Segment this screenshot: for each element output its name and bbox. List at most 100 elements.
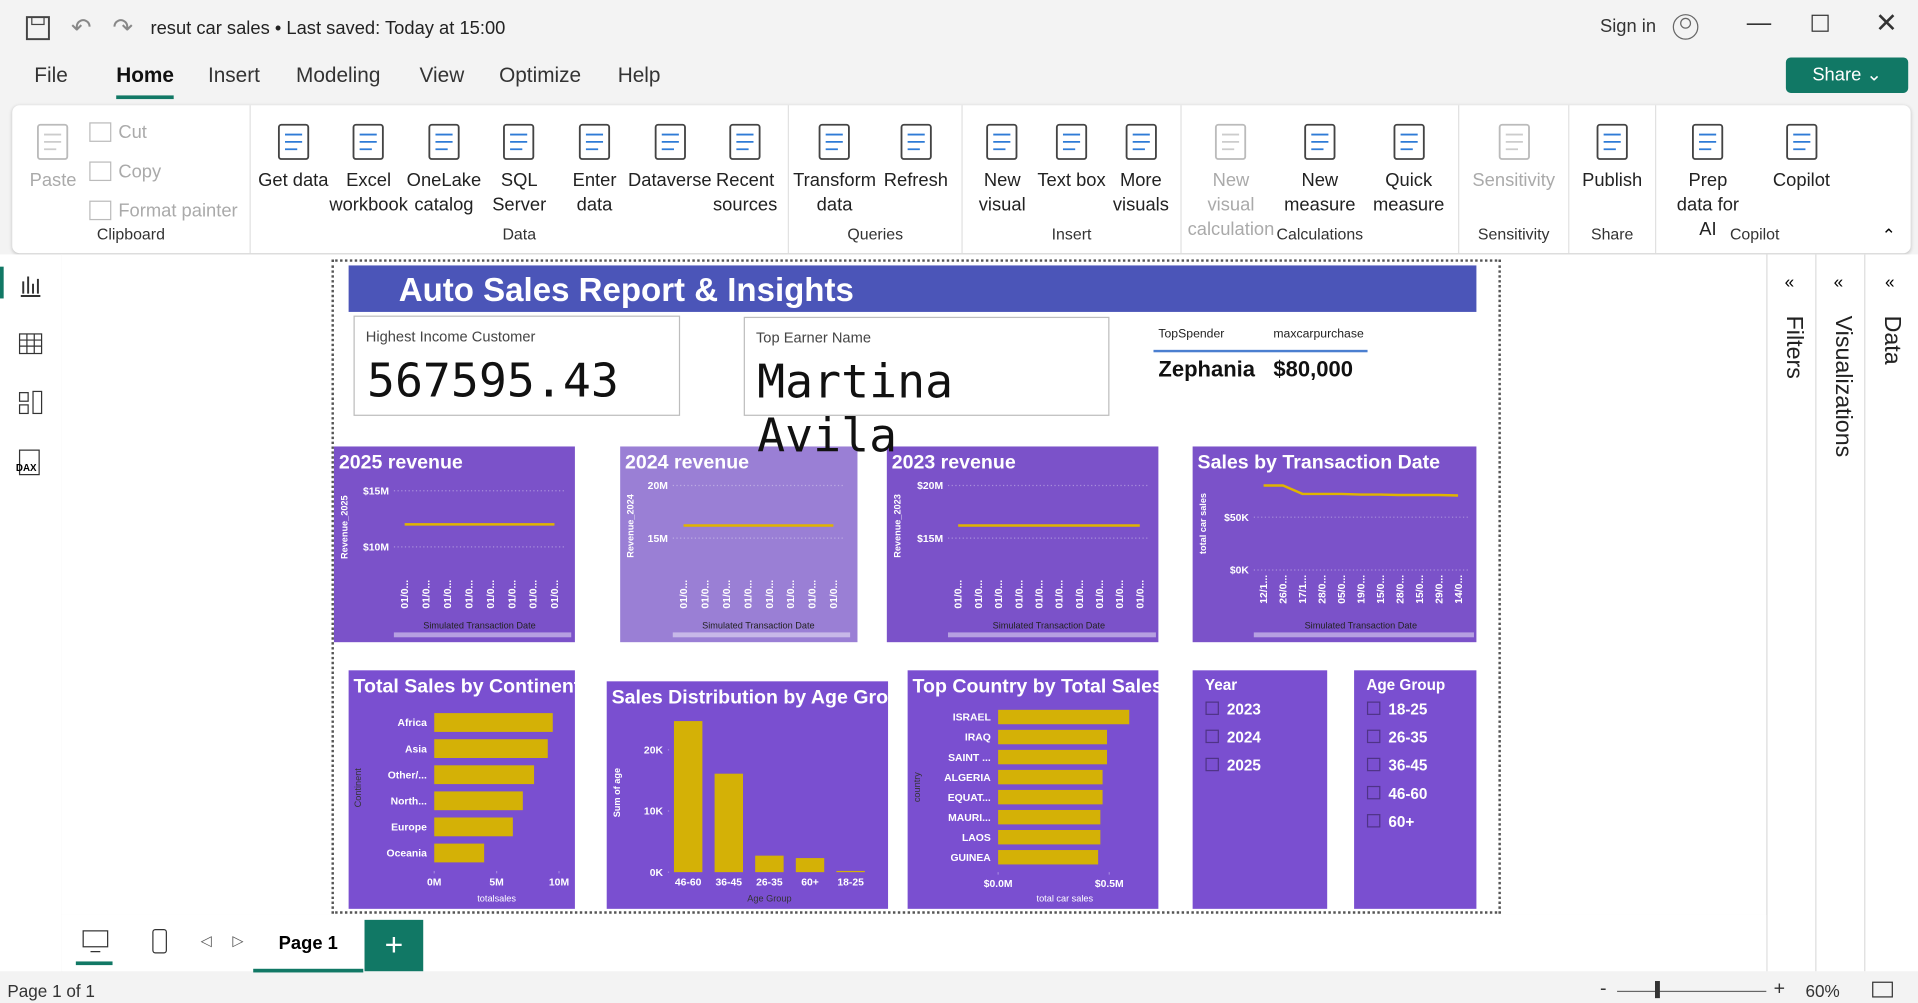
ribbon-button[interactable]: SQL Server	[483, 117, 556, 217]
menu-tab[interactable]: Home	[116, 64, 174, 100]
ribbon-small-button[interactable]: Copy	[88, 152, 245, 191]
x-tick-label: 01/0...	[786, 580, 797, 609]
x-tick-label: 01/0...	[1095, 580, 1106, 609]
menu-tab[interactable]: File	[34, 63, 68, 87]
next-page[interactable]: ▷	[232, 932, 244, 950]
button-icon	[900, 123, 932, 160]
visualizations-pane[interactable]: « Visualizations	[1815, 254, 1866, 972]
ribbon-button[interactable]: New visual	[968, 117, 1037, 217]
ribbon-button[interactable]: Dataverse	[628, 117, 712, 217]
table-view[interactable]	[17, 330, 44, 357]
ribbon-button[interactable]: Copilot	[1765, 117, 1838, 242]
ribbon-button[interactable]: Quick measure	[1372, 117, 1445, 242]
slicer-checkbox[interactable]	[1205, 757, 1219, 772]
scrollbar	[393, 632, 572, 638]
x-axis-label: Simulated Transaction Date	[423, 621, 535, 631]
avatar[interactable]	[1671, 12, 1700, 41]
slicer-item: 46-60	[1388, 786, 1427, 803]
ribbon-button[interactable]: New visual calculation	[1188, 117, 1274, 242]
ribbon-button[interactable]: Text box	[1037, 117, 1106, 217]
ribbon-button[interactable]: Paste	[17, 117, 89, 230]
bar	[998, 749, 1108, 765]
y-tick-label: $15M	[917, 534, 943, 545]
zoom-out[interactable]: -	[1599, 978, 1607, 1000]
button-icon	[578, 123, 611, 160]
ribbon-button[interactable]: New measure	[1283, 117, 1356, 242]
collapse[interactable]: «	[1784, 271, 1795, 292]
x-tick-label: 01/0...	[1115, 580, 1126, 609]
ribbon-button[interactable]: Publish	[1575, 117, 1648, 193]
scrollbar	[947, 632, 1156, 638]
report-view[interactable]	[17, 272, 44, 299]
data-pane[interactable]: « Data	[1864, 254, 1918, 972]
visual-title: 2025 revenue	[339, 451, 463, 473]
ribbon-button[interactable]: Refresh	[879, 117, 952, 217]
slicer-checkbox[interactable]	[1205, 701, 1219, 715]
ribbon-group: Paste Cut Copy Format painter Clipboard	[12, 105, 251, 254]
collapse[interactable]: «	[1833, 271, 1844, 292]
menu-tab[interactable]: Insert	[207, 63, 260, 87]
collapse[interactable]: «	[1884, 271, 1895, 292]
ribbon-button[interactable]: Enter data	[558, 117, 631, 217]
x-tick-label: 26/0...	[1279, 575, 1290, 604]
slicer-checkbox[interactable]	[1366, 757, 1381, 772]
ribbon-buttons: Transform data Refresh	[789, 117, 961, 217]
group-label: Calculations	[1276, 225, 1364, 244]
redo[interactable]: ↷	[112, 14, 134, 42]
undo[interactable]: ↶	[70, 14, 92, 42]
desktop-layout[interactable]	[81, 927, 110, 956]
fit-page[interactable]	[1872, 981, 1894, 998]
slicer-checkbox[interactable]	[1205, 729, 1219, 744]
y-tick-label: LAOS	[962, 833, 991, 844]
model-view[interactable]	[17, 389, 44, 416]
sign-in[interactable]: Sign in	[1599, 15, 1657, 37]
bar	[434, 713, 553, 732]
menu-tab[interactable]: Help	[617, 63, 661, 87]
maximize[interactable]	[1811, 14, 1829, 32]
dax-view[interactable]: DAX	[15, 448, 47, 477]
prev-page[interactable]: ◁	[200, 932, 212, 950]
ribbon-button[interactable]: OneLake catalog	[407, 117, 481, 217]
ribbon-button[interactable]: Prep data for AI	[1671, 117, 1744, 242]
slicer-background	[1192, 670, 1328, 909]
x-tick-label: 10M	[549, 878, 569, 889]
menu-tab[interactable]: View	[419, 63, 465, 87]
ribbon-small-button[interactable]: Cut	[88, 113, 245, 152]
ribbon-small-button[interactable]: Format painter	[88, 191, 245, 230]
x-tick-label: 0M	[427, 878, 441, 889]
zoom-thumb[interactable]	[1655, 981, 1660, 999]
close[interactable]: ✕	[1875, 7, 1898, 38]
ribbon-buttons: Sensitivity	[1459, 117, 1568, 193]
page-tab[interactable]: Page 1	[253, 920, 364, 973]
save-icon[interactable]	[24, 15, 51, 42]
file-title[interactable]: resut car sales • Last saved: Today at 1…	[150, 18, 506, 40]
zoom-slider[interactable]	[1617, 990, 1767, 993]
x-tick-label: 46-60	[675, 878, 702, 889]
slicer-checkbox[interactable]	[1366, 814, 1381, 828]
slicer-checkbox[interactable]	[1366, 701, 1381, 715]
ribbon-button[interactable]: More visuals	[1106, 117, 1175, 217]
slicer-checkbox[interactable]	[1366, 785, 1381, 800]
ribbon-button[interactable]: Transform data	[793, 117, 876, 217]
minimize[interactable]: —	[1746, 9, 1772, 37]
scrollbar	[1253, 632, 1474, 638]
ribbon-button[interactable]: Get data	[257, 117, 330, 217]
add-page[interactable]: +	[364, 919, 424, 972]
menu-tab[interactable]: Optimize	[499, 63, 582, 87]
share-button[interactable]: Share ⌄	[1785, 57, 1909, 93]
y-tick-label: 10K	[644, 807, 664, 818]
collapse-ribbon[interactable]: ⌃	[1881, 225, 1896, 245]
table-header: maxcarpurchase	[1273, 327, 1364, 342]
group-label: Copilot	[1729, 225, 1780, 244]
ribbon-button[interactable]: Excel workbook	[329, 117, 408, 217]
filters-pane[interactable]: « Filters	[1766, 254, 1817, 972]
ribbon-button[interactable]: Sensitivity	[1472, 117, 1555, 193]
ribbon-button[interactable]: Recent sources	[708, 117, 781, 217]
zoom-in[interactable]: +	[1773, 978, 1786, 1000]
menu-tab[interactable]: Modeling	[296, 63, 381, 87]
mobile-layout[interactable]	[149, 927, 171, 956]
x-tick-label: 01/0...	[743, 580, 754, 609]
slicer-checkbox[interactable]	[1366, 729, 1381, 744]
nav-indicator	[0, 266, 4, 299]
